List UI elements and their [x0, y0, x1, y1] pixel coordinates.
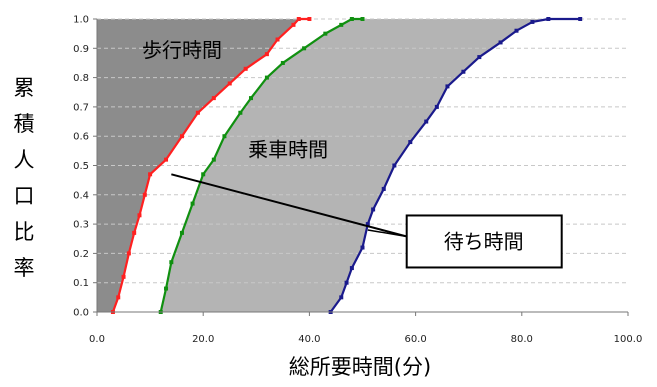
- series-point: [323, 31, 328, 36]
- series-point: [291, 22, 296, 27]
- y-tick-label: 0.2: [73, 249, 89, 260]
- series-point: [307, 17, 312, 21]
- x-tick-label: 40.0: [298, 334, 320, 345]
- series-point: [275, 37, 280, 42]
- y-axis-title-char: 比: [14, 220, 35, 244]
- y-axis-title-char: 率: [14, 256, 35, 280]
- series-point: [546, 17, 551, 21]
- y-tick-label: 1.0: [73, 15, 89, 26]
- x-tick-label: 20.0: [192, 334, 214, 345]
- series-point: [243, 66, 248, 71]
- series-point: [461, 69, 466, 74]
- axes: 0.0 0.1 0.2 0.3 0.4 0.5 0.6 0.7 0.8 0.9 1.0 0.0 20.0…: [73, 15, 642, 346]
- callout-box: [405, 214, 563, 269]
- series-point: [514, 28, 519, 33]
- y-tick-label: 0.5: [73, 161, 89, 172]
- series-point: [142, 192, 147, 197]
- y-tick-label: 0.1: [73, 278, 89, 289]
- x-tick-label: 60.0: [404, 334, 426, 345]
- series-point: [381, 186, 386, 191]
- series-point: [201, 172, 206, 177]
- series-point: [578, 17, 583, 21]
- y-tick-label: 0.6: [73, 132, 89, 143]
- series-point: [371, 207, 376, 212]
- series-point: [137, 213, 142, 218]
- series-point: [264, 52, 269, 57]
- y-tick-label: 0.7: [73, 102, 89, 113]
- series-point: [227, 81, 232, 86]
- series-point: [365, 222, 370, 227]
- series-point: [477, 55, 482, 60]
- y-axis-title-char: 口: [14, 184, 35, 208]
- x-tick-label: 0.0: [89, 334, 105, 345]
- series-point: [434, 104, 439, 109]
- series-point: [132, 230, 137, 235]
- series-point: [169, 260, 174, 265]
- series-point: [360, 17, 365, 21]
- series-point: [445, 84, 450, 89]
- series-point: [116, 295, 121, 300]
- y-tick-label: 0.9: [73, 44, 89, 55]
- series-point: [408, 140, 413, 145]
- y-axis-title-char: 累: [14, 76, 35, 100]
- series-point: [349, 266, 354, 271]
- series-point: [190, 201, 195, 206]
- series-point: [126, 251, 131, 256]
- y-axis-title-char: 積: [14, 112, 35, 136]
- series-point: [344, 280, 349, 285]
- series-point: [179, 134, 184, 139]
- callout-line: [171, 173, 407, 238]
- series-point: [248, 96, 253, 101]
- series-point: [280, 60, 285, 65]
- y-axis-title-char: 人: [14, 148, 35, 172]
- series-point: [339, 295, 344, 300]
- shaded-regions: [97, 19, 549, 312]
- walk-region: [97, 19, 299, 312]
- series-point: [195, 110, 200, 115]
- y-tick-label: 0.8: [73, 73, 89, 84]
- walk-time-label: 歩行時間: [142, 38, 222, 62]
- series-point: [498, 40, 503, 45]
- series-point: [121, 274, 126, 279]
- x-tick-label: 80.0: [511, 334, 533, 345]
- series-point: [296, 17, 301, 21]
- wait-time-label: 待ち時間: [444, 229, 524, 253]
- y-tick-label: 0.3: [73, 220, 89, 231]
- series-point: [164, 157, 169, 162]
- series-point: [238, 110, 243, 115]
- series-point: [339, 22, 344, 27]
- series-point: [164, 286, 169, 291]
- series-point: [392, 163, 397, 168]
- series-point: [360, 245, 365, 250]
- series-point: [179, 230, 184, 235]
- series-point: [222, 134, 227, 139]
- y-tick-label: 0.0: [73, 308, 89, 319]
- series-point: [424, 119, 429, 124]
- series-point: [302, 46, 307, 51]
- series-point: [148, 172, 153, 177]
- series-point: [349, 17, 354, 21]
- y-tick-label: 0.4: [73, 190, 89, 201]
- series-line-3: [329, 17, 581, 313]
- x-tick-label: 100.0: [614, 334, 643, 345]
- series-point: [530, 19, 535, 24]
- ride-time-label: 乗車時間: [248, 138, 328, 162]
- series-point: [264, 75, 269, 80]
- series-point: [211, 157, 216, 162]
- ride-region: [160, 19, 549, 312]
- callout-line: [367, 229, 407, 238]
- series-point: [211, 96, 216, 101]
- x-axis-title: 総所要時間(分): [289, 355, 431, 379]
